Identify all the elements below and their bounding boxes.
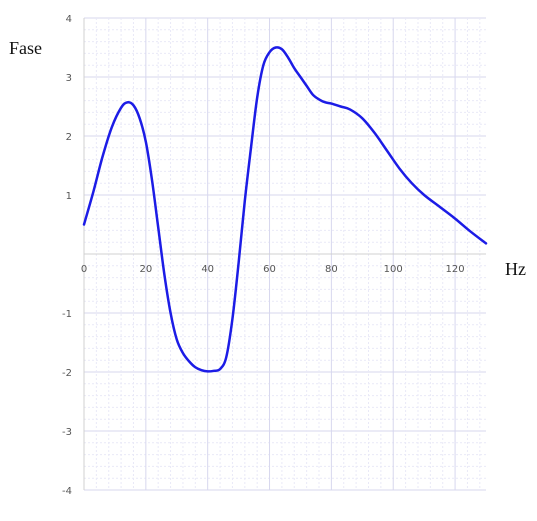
x-tick-label: 0 [81,264,87,275]
y-tick-label: 4 [66,14,72,25]
x-tick-label: 120 [446,264,465,275]
x-axis-title: Hz [505,259,526,279]
y-axis-title: Fase [9,38,42,58]
y-tick-label: -3 [62,427,72,438]
x-tick-label: 60 [263,264,276,275]
y-tick-label: 3 [66,73,72,84]
series-layer [82,46,488,373]
y-tick-label: -2 [62,368,72,379]
tick-labels: 0 20 40 60 80 100 120 4 3 2 1 -1 -2 -3 -4 [62,14,465,497]
axes [83,18,486,490]
y-tick-label: -1 [62,309,72,320]
x-tick-label: 80 [325,264,338,275]
series-line-0 [82,46,488,373]
y-tick-label: 2 [66,132,72,143]
x-tick-label: 100 [384,264,403,275]
x-tick-label: 20 [139,264,152,275]
x-tick-label: 40 [201,264,214,275]
y-tick-label: -4 [62,486,72,497]
y-tick-label: 1 [66,191,72,202]
